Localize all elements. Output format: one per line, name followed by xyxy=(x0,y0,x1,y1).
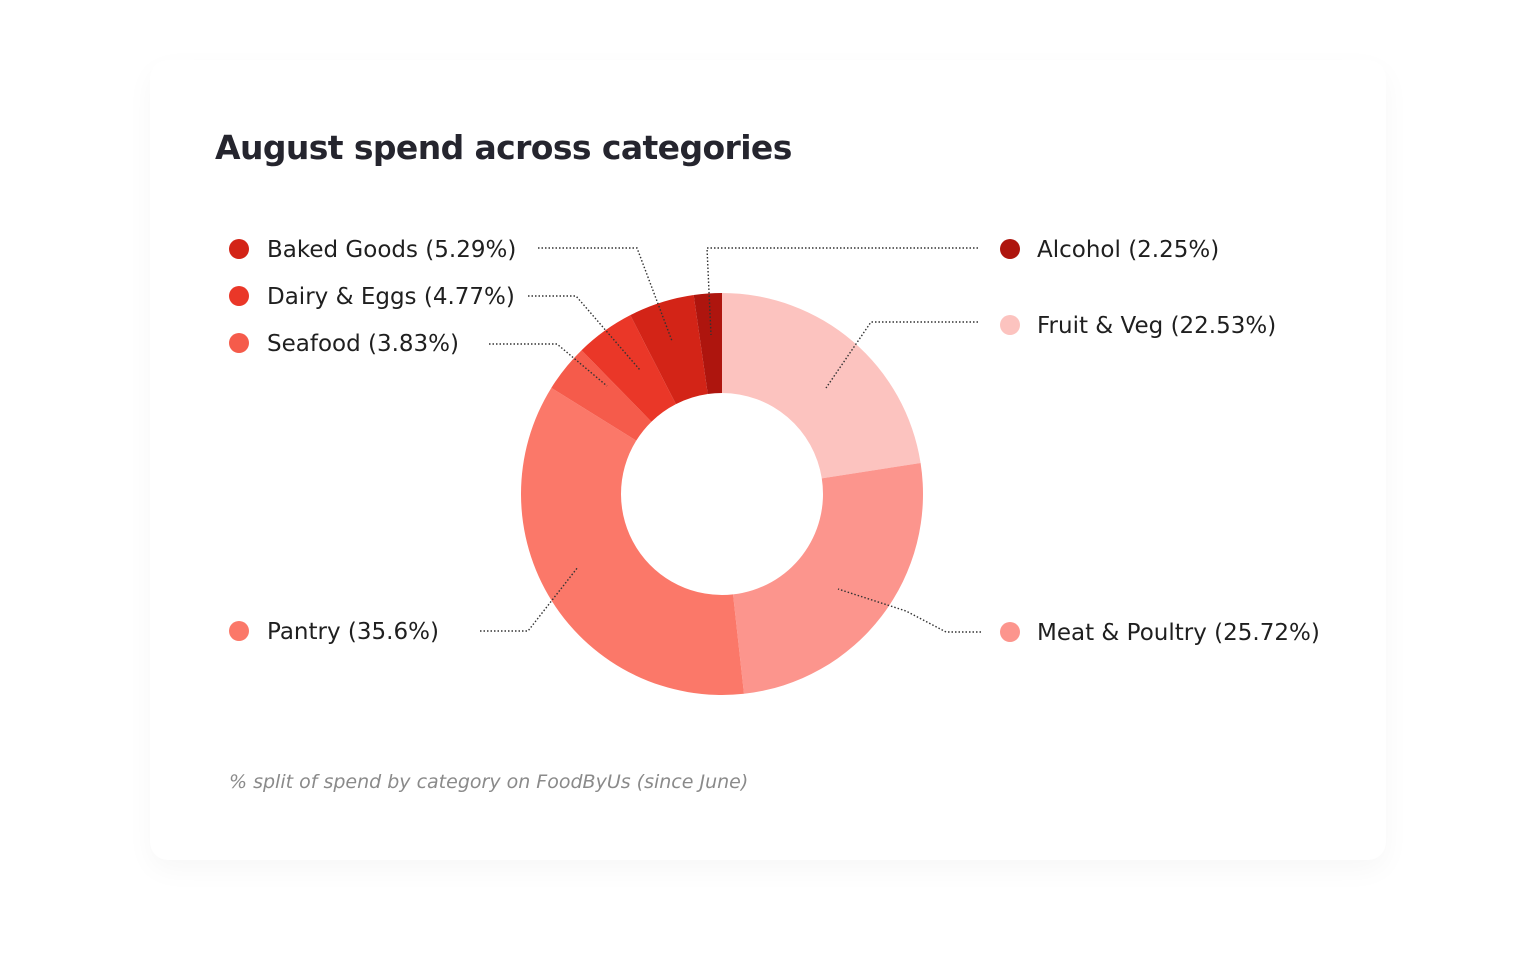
slice-pantry xyxy=(520,387,744,696)
leader-line-meat-and-poultry xyxy=(837,588,981,633)
legend-dot-meat-and-poultry xyxy=(1000,622,1020,642)
slice-alcohol xyxy=(693,293,722,395)
slice-baked-goods xyxy=(630,295,708,405)
leader-line-seafood xyxy=(489,343,608,387)
legend-label-seafood: Seafood (3.83%) xyxy=(267,331,459,357)
legend-dot-alcohol xyxy=(1000,239,1020,259)
legend-label-pantry: Pantry (35.6%) xyxy=(267,619,439,645)
legend-dot-dairy-and-eggs xyxy=(229,286,249,306)
leader-line-pantry xyxy=(480,566,579,632)
legend-label-alcohol: Alcohol (2.25%) xyxy=(1037,237,1219,263)
legend-dot-seafood xyxy=(229,333,249,353)
legend: Fruit & Veg (22.53%) Meat & Poultry (25.7… xyxy=(229,237,1320,646)
legend-label-meat-and-poultry: Meat & Poultry (25.72%) xyxy=(1037,620,1320,646)
leader-line-dairy-and-eggs xyxy=(528,295,641,371)
legend-dot-fruit-and-veg xyxy=(1000,315,1020,335)
chart-title: August spend across categories xyxy=(215,128,792,167)
slice-fruit-and-veg xyxy=(722,293,921,479)
donut-slices xyxy=(520,293,924,696)
leader-line-alcohol xyxy=(706,247,978,336)
legend-label-baked-goods: Baked Goods (5.29%) xyxy=(267,237,516,263)
leader-line-fruit-and-veg xyxy=(825,321,978,389)
slice-dairy-and-eggs xyxy=(581,315,676,422)
slice-meat-and-poultry xyxy=(733,462,924,694)
legend-dot-baked-goods xyxy=(229,239,249,259)
legend-label-fruit-and-veg: Fruit & Veg (22.53%) xyxy=(1037,313,1276,339)
leader-line-baked-goods xyxy=(538,247,673,342)
legend-label-dairy-and-eggs: Dairy & Eggs (4.77%) xyxy=(267,284,515,310)
leader-lines xyxy=(480,247,981,633)
chart-caption: % split of spend by category on FoodByUs… xyxy=(229,771,749,793)
slice-seafood xyxy=(551,350,652,441)
legend-dot-pantry xyxy=(229,621,249,641)
chart-card xyxy=(150,60,1386,860)
